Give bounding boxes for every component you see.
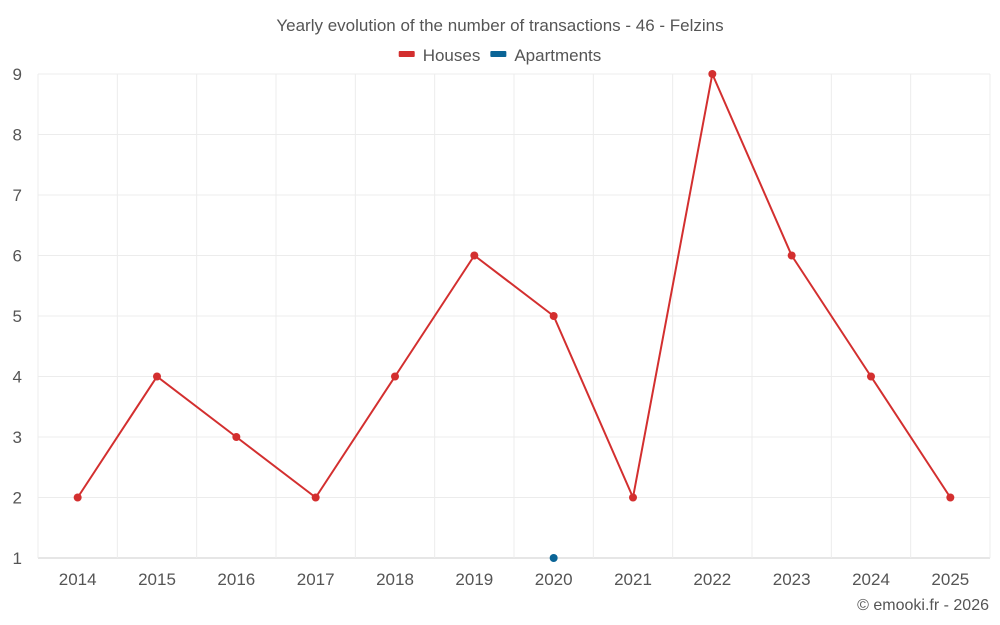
x-tick-label: 2016 xyxy=(217,570,255,589)
data-point-houses[interactable] xyxy=(73,493,82,502)
data-point-houses[interactable] xyxy=(470,251,479,260)
data-point-houses[interactable] xyxy=(946,493,955,502)
x-tick-label: 2014 xyxy=(59,570,97,589)
x-tick-label: 2020 xyxy=(535,570,573,589)
x-tick-label: 2024 xyxy=(852,570,890,589)
data-point-houses[interactable] xyxy=(787,251,796,260)
legend: Houses Apartments xyxy=(398,46,601,65)
y-tick-label: 7 xyxy=(13,186,22,205)
x-axis: 2014 2015 2016 2017 2018 2019 2020 2021 2022 2023… xyxy=(59,570,969,589)
data-point-houses[interactable] xyxy=(867,372,875,381)
x-tick-label: 2023 xyxy=(773,570,811,589)
data-point-houses[interactable] xyxy=(153,372,161,381)
y-axis: 1 2 3 4 5 6 7 8 9 xyxy=(13,65,22,568)
data-point-houses[interactable] xyxy=(549,312,558,320)
y-tick-label: 5 xyxy=(13,307,22,326)
x-tick-label: 2022 xyxy=(693,570,731,589)
y-tick-label: 8 xyxy=(13,126,22,145)
y-tick-label: 1 xyxy=(13,549,22,568)
legend-swatch-apartments[interactable] xyxy=(490,51,507,57)
x-tick-label: 2018 xyxy=(376,570,414,589)
x-tick-label: 2017 xyxy=(297,570,335,589)
data-point-houses[interactable] xyxy=(232,433,241,441)
x-tick-label: 2019 xyxy=(455,570,493,589)
x-tick-label: 2015 xyxy=(138,570,176,589)
legend-swatch-houses[interactable] xyxy=(398,51,415,57)
data-point-houses[interactable] xyxy=(708,70,717,78)
legend-label-houses: Houses xyxy=(423,46,481,65)
y-tick-label: 3 xyxy=(13,428,22,447)
y-tick-label: 2 xyxy=(13,489,22,508)
grid-lines xyxy=(37,73,991,559)
series-layer xyxy=(73,70,955,562)
data-point-apartments[interactable] xyxy=(549,554,558,562)
data-point-houses[interactable] xyxy=(311,493,320,502)
y-tick-label: 4 xyxy=(13,368,22,387)
y-tick-label: 9 xyxy=(13,65,22,84)
chart-title: Yearly evolution of the number of transa… xyxy=(276,16,723,35)
credit-text: © emooki.fr - 2026 xyxy=(857,597,989,614)
y-tick-label: 6 xyxy=(13,247,22,266)
x-tick-label: 2025 xyxy=(931,570,969,589)
data-point-houses[interactable] xyxy=(391,372,399,381)
data-point-houses[interactable] xyxy=(629,493,637,502)
legend-label-apartments: Apartments xyxy=(514,46,601,65)
x-tick-label: 2021 xyxy=(614,570,652,589)
series-line-houses xyxy=(76,73,952,499)
